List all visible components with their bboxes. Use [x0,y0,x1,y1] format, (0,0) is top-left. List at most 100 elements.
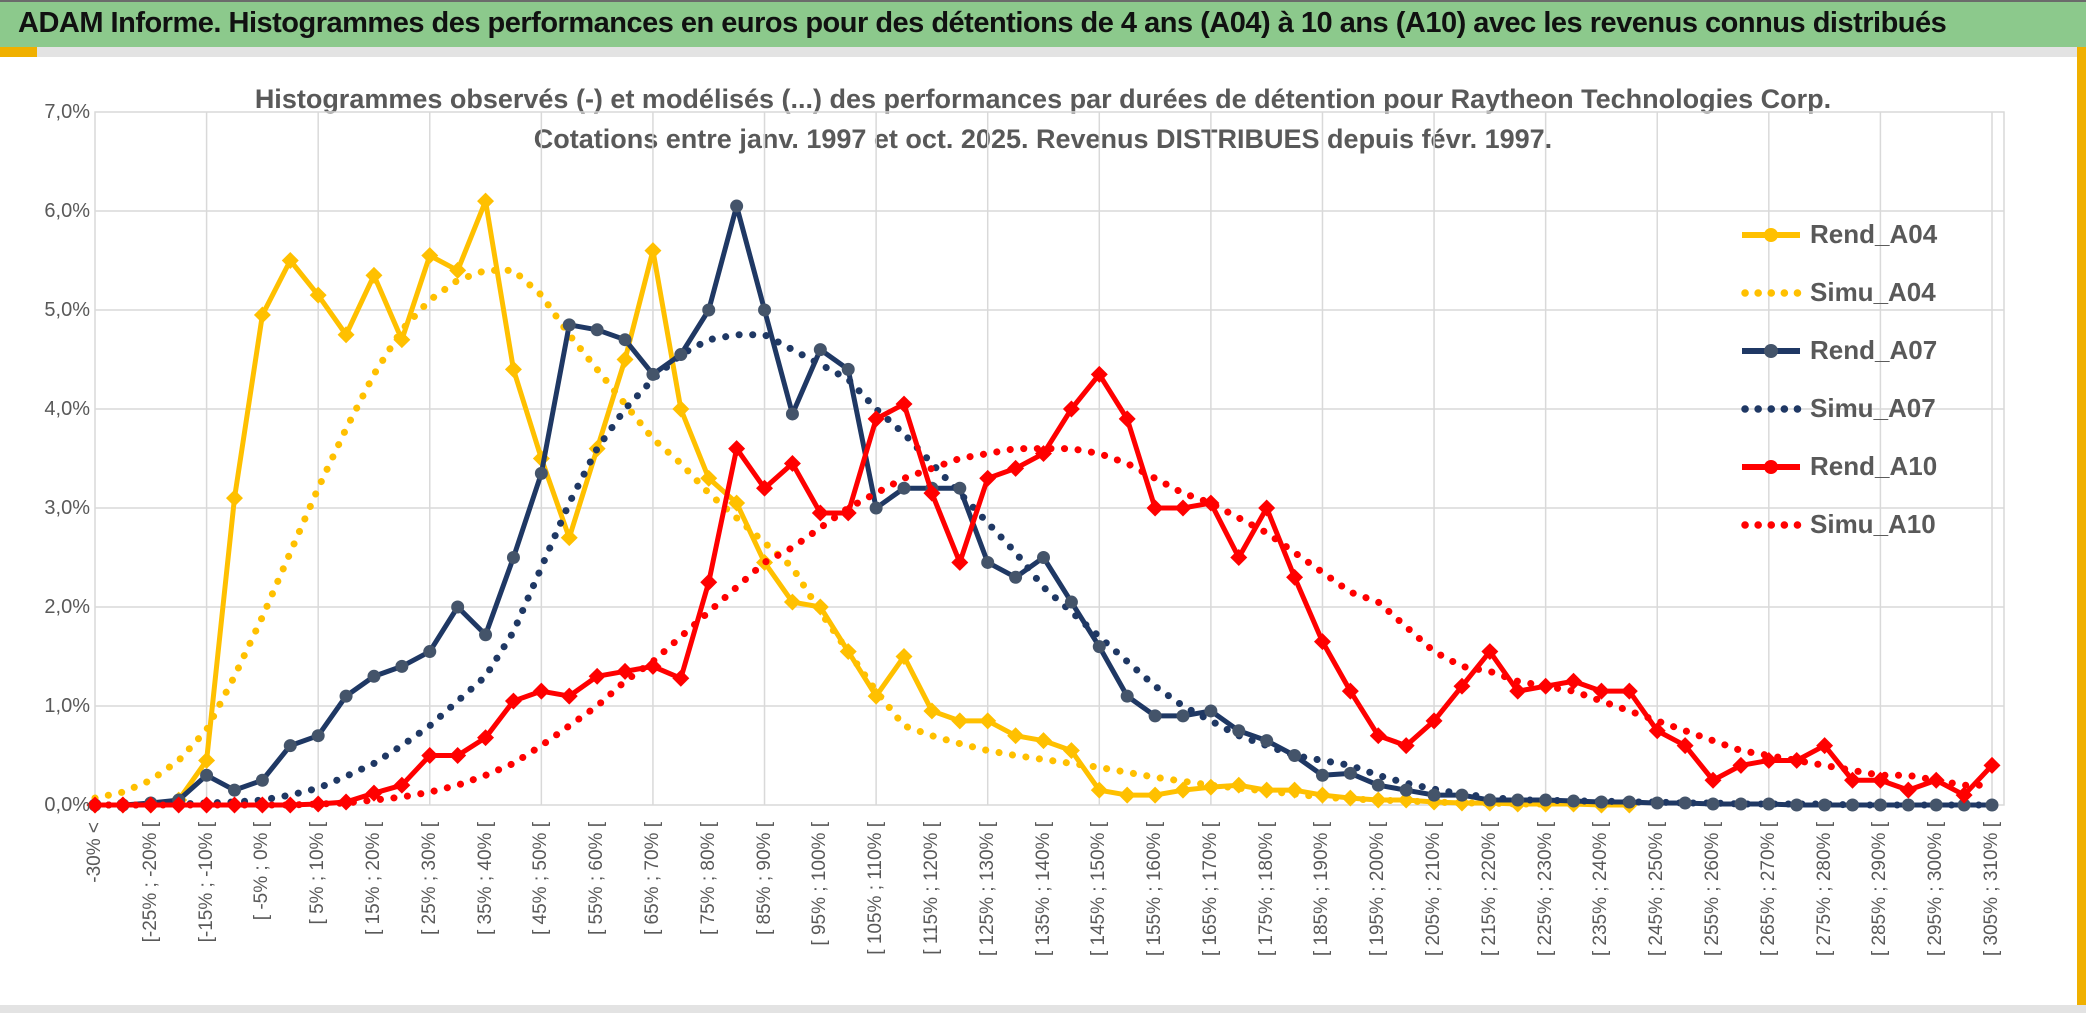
marker-Rend_A10 [839,504,857,522]
marker-Rend_A07 [1678,796,1692,810]
marker-Rend_A04 [1202,778,1220,796]
marker-Rend_A04 [644,242,662,260]
marker-Rend_A07 [1120,689,1134,703]
marker-Rend_A10 [783,454,801,472]
marker-Rend_A07 [534,466,548,480]
x-tick-label: [-15% ; -10% [ [195,822,217,943]
x-tick-label: -30% < [84,822,105,883]
marker-Rend_A07 [1399,783,1413,797]
marker-Rend_A07 [785,407,799,421]
marker-Rend_A07 [1343,766,1357,780]
marker-Rend_A07 [1288,749,1302,762]
legend-entry-Rend_A10[interactable]: Rend_A10 [1740,447,2070,487]
right-edge-accent-strip [2077,47,2086,1013]
marker-Rend_A04 [728,494,746,512]
legend-entry-Simu_A04[interactable]: Simu_A04 [1740,273,2070,313]
marker-Rend_A07 [423,645,437,659]
marker-Rend_A07 [1929,798,1943,812]
marker-Rend_A10 [1565,672,1583,690]
y-tick-label: 7,0% [44,101,90,123]
y-tick-label: 5,0% [44,299,90,321]
x-tick-label: [ 95% ; 100% [ [809,822,831,946]
marker-Rend_A07 [451,600,465,614]
marker-Rend_A07 [1232,724,1246,738]
x-tick-label: [ 55% ; 60% [ [586,822,608,936]
header-underline-accent [0,47,37,57]
marker-Rend_A04 [700,469,718,487]
marker-Rend_A04 [1286,781,1304,799]
x-tick-label: [ 15% ; 20% [ [362,822,384,936]
marker-Rend_A10 [114,796,132,814]
marker-Rend_A10 [560,687,578,705]
line-marker-icon [1742,460,1800,474]
marker-Rend_A07 [1315,768,1329,782]
dotted-line-icon [1741,521,1802,529]
marker-Rend_A10 [86,796,104,814]
marker-Rend_A07 [1762,797,1776,811]
marker-Rend_A10 [1146,499,1164,517]
marker-Rend_A04 [1258,781,1276,799]
marker-Rend_A04 [672,400,690,418]
x-tick-label: [ 155% ; 160% [ [1144,822,1166,957]
bottom-edge-strip [0,1005,2086,1013]
marker-Rend_A04 [1230,776,1248,794]
marker-Rend_A07 [339,689,353,703]
legend-label: Simu_A10 [1810,509,1936,539]
marker-Rend_A07 [1148,709,1162,723]
marker-Rend_A07 [730,199,744,213]
x-tick-label: [ 85% ; 90% [ [753,822,775,936]
marker-Rend_A07 [869,501,883,515]
header-bar: ADAM Informe. Histogrammes des performan… [0,0,2086,47]
x-tick-label: [ 185% ; 190% [ [1311,822,1333,957]
line-marker-icon [1742,228,1800,242]
legend-label: Rend_A10 [1810,451,1938,481]
y-tick-label: 0,0% [44,794,90,816]
marker-Rend_A07 [953,481,967,495]
x-tick-label: [ 165% ; 170% [ [1199,822,1221,957]
marker-Rend_A10 [644,657,662,675]
marker-Rend_A10 [504,692,522,710]
legend-entry-Simu_A10[interactable]: Simu_A10 [1740,505,2070,545]
line-marker-icon [1742,344,1800,358]
legend-label: Rend_A07 [1810,335,1938,365]
marker-Rend_A10 [309,795,327,813]
x-tick-label: [ 195% ; 200% [ [1367,822,1389,957]
marker-Rend_A04 [1369,791,1387,809]
marker-Rend_A07 [618,333,632,347]
marker-Rend_A10 [979,469,997,487]
marker-Rend_A07 [897,481,911,495]
legend-entry-Rend_A04[interactable]: Rend_A04 [1740,215,2070,255]
x-tick-label: [-25% ; -20% [ [139,822,161,943]
legend-entry-Simu_A07[interactable]: Simu_A07 [1740,389,2070,429]
legend-label: Rend_A04 [1810,219,1938,249]
marker-Rend_A07 [1009,570,1023,584]
y-tick-label: 4,0% [44,398,90,420]
legend-entry-Rend_A07[interactable]: Rend_A07 [1740,331,2070,371]
marker-Rend_A10 [616,662,634,680]
y-tick-label: 2,0% [44,596,90,618]
marker-Rend_A07 [841,362,855,376]
marker-Rend_A07 [506,551,520,564]
marker-Rend_A07 [646,367,660,381]
marker-Rend_A10 [337,793,355,811]
x-tick-label: [ 75% ; 80% [ [697,822,719,936]
marker-Rend_A10 [421,747,439,764]
marker-Rend_A07 [1734,797,1748,811]
series-line-Simu_A07 [91,331,1996,809]
header-underline-strip [0,47,2086,57]
x-tick-label: [ 125% ; 130% [ [976,822,998,957]
marker-Rend_A10 [281,796,299,814]
marker-Rend_A10 [449,747,467,764]
marker-Rend_A10 [226,796,243,814]
x-tick-label: [ 305% ; 310% [ [1981,822,2002,957]
marker-Rend_A04 [895,648,913,665]
marker-Rend_A04 [393,331,411,349]
marker-Rend_A04 [1313,786,1331,804]
marker-Rend_A07 [702,303,716,317]
x-tick-label: [ 245% ; 250% [ [1646,822,1668,957]
x-tick-label: [ 275% ; 280% [ [1813,822,1835,957]
marker-Rend_A07 [1790,798,1804,812]
legend-label: Simu_A07 [1810,393,1936,423]
